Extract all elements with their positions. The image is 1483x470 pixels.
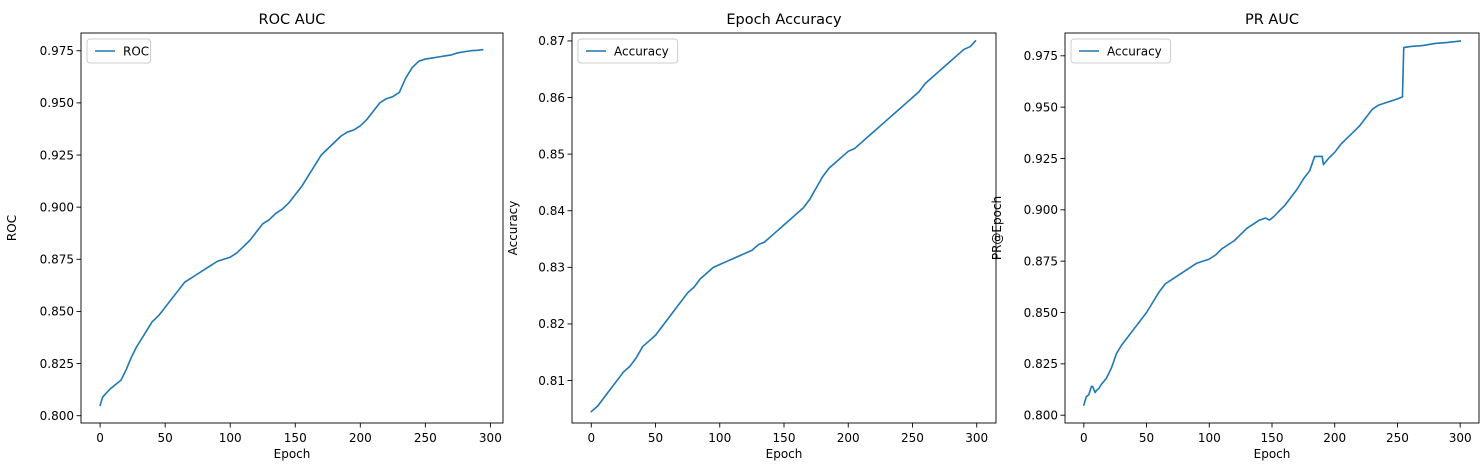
legend: Accuracy — [577, 38, 679, 64]
legend-label: Accuracy — [614, 44, 669, 58]
x-tick-label: 0 — [587, 431, 595, 445]
x-tick-label: 50 — [158, 431, 173, 445]
y-tick-label: 0.975 — [1024, 49, 1058, 63]
x-tick-label: 150 — [284, 431, 307, 445]
y-tick-label: 0.900 — [40, 200, 74, 214]
legend-label: Accuracy — [1107, 44, 1162, 58]
x-tick-label: 0 — [1080, 431, 1088, 445]
x-tick-label: 300 — [479, 431, 502, 445]
x-tick-label: 50 — [648, 431, 663, 445]
y-tick-label: 0.850 — [1024, 306, 1058, 320]
y-tick-label: 0.900 — [1024, 203, 1058, 217]
axes-frame — [80, 32, 504, 424]
x-tick-label: 250 — [1386, 431, 1409, 445]
y-axis-label: PR@Epoch — [990, 196, 1004, 260]
x-axis-label: Epoch — [1254, 447, 1291, 461]
x-tick-label: 200 — [1323, 431, 1346, 445]
x-tick-label: 150 — [773, 431, 796, 445]
x-tick-label: 100 — [219, 431, 242, 445]
y-tick-label: 0.800 — [1024, 408, 1058, 422]
x-tick-label: 100 — [708, 431, 731, 445]
y-tick-label: 0.84 — [538, 204, 565, 218]
chart-title: ROC AUC — [259, 12, 326, 28]
x-tick-label: 200 — [349, 431, 372, 445]
chart-panel-3: 0 50 100 150 200 250 300 0.800 0.825 0.850 0.875 0.… — [990, 12, 1480, 461]
legend-box — [86, 38, 152, 64]
legend: ROC — [86, 38, 152, 64]
y-tick-label: 0.925 — [40, 148, 74, 162]
x-tick-label: 200 — [837, 431, 860, 445]
y-tick-label: 0.875 — [40, 253, 74, 267]
axes-frame — [1064, 32, 1480, 424]
y-tick-label: 0.85 — [538, 147, 565, 161]
x-axis-label: Epoch — [274, 447, 311, 461]
y-tick-label: 0.87 — [538, 34, 565, 48]
x-tick-label: 50 — [1139, 431, 1154, 445]
chart-panel-1: 0 50 100 150 200 250 300 0.800 0.825 0.850 0.875 0.… — [5, 12, 504, 461]
y-tick-label: 0.850 — [40, 305, 74, 319]
legend-label: ROC — [123, 44, 149, 58]
chart-panel-2: 0 50 100 150 200 250 300 0.81 0.82 0.83 0.84 0.85 0.… — [506, 12, 997, 461]
x-tick-label: 0 — [96, 431, 104, 445]
legend-box — [577, 38, 679, 64]
x-tick-label: 300 — [1449, 431, 1472, 445]
y-axis-label: Accuracy — [506, 201, 520, 256]
x-tick-label: 250 — [414, 431, 437, 445]
series-line-1 — [1082, 40, 1462, 406]
axes-frame — [571, 32, 997, 424]
y-tick-label: 0.825 — [40, 357, 74, 371]
y-tick-label: 0.925 — [1024, 152, 1058, 166]
y-tick-label: 0.86 — [538, 91, 565, 105]
y-tick-label: 0.875 — [1024, 254, 1058, 268]
chart-title: Epoch Accuracy — [726, 12, 842, 28]
y-tick-label: 0.81 — [538, 374, 565, 388]
legend: Accuracy — [1070, 38, 1172, 64]
x-tick-label: 150 — [1261, 431, 1284, 445]
y-tick-label: 0.83 — [538, 261, 565, 275]
y-tick-label: 0.975 — [40, 44, 74, 58]
x-tick-label: 100 — [1198, 431, 1221, 445]
chart-title: PR AUC — [1245, 12, 1299, 28]
legend-box — [1070, 38, 1172, 64]
y-tick-label: 0.950 — [1024, 100, 1058, 114]
y-tick-label: 0.950 — [40, 96, 74, 110]
y-tick-label: 0.825 — [1024, 357, 1058, 371]
y-tick-label: 0.82 — [538, 317, 565, 331]
series-line-1 — [590, 39, 977, 413]
x-tick-label: 250 — [901, 431, 924, 445]
x-axis-label: Epoch — [766, 447, 803, 461]
series-line-1 — [99, 48, 484, 407]
x-tick-label: 300 — [965, 431, 988, 445]
y-axis-label: ROC — [5, 215, 19, 241]
y-tick-label: 0.800 — [40, 409, 74, 423]
